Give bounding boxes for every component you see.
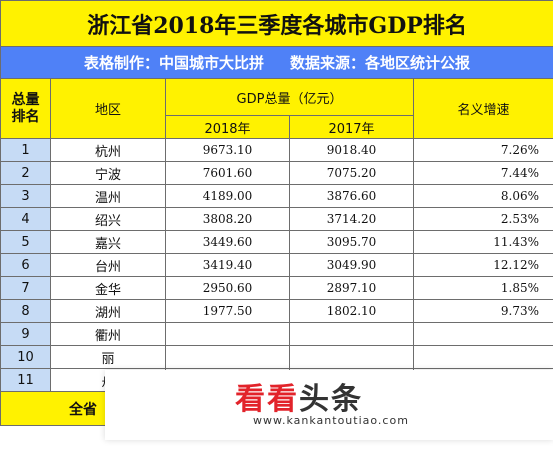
watermark-url: www.kankantoutiao.com xyxy=(253,414,409,427)
rank-cell: 7 xyxy=(0,276,51,300)
rank-cell: 6 xyxy=(0,253,51,277)
table-row: 2 宁波 7601.60 7075.20 7.44% xyxy=(0,161,553,185)
rank-cell: 2 xyxy=(0,161,51,185)
table-row: 8 湖州 1977.50 1802.10 9.73% xyxy=(0,299,553,323)
rank-header: 总量 排名 xyxy=(0,78,51,139)
table-subtitle: 表格制作：中国城市大比拼 数据来源：各地区统计公报 xyxy=(0,46,553,79)
rank-cell: 4 xyxy=(0,207,51,231)
rank-header-line2: 排名 xyxy=(11,108,40,125)
growth-cell: 7.44% xyxy=(412,161,553,185)
gdp-2017-cell xyxy=(289,345,414,369)
table-row: 9 衢州 xyxy=(0,322,553,346)
header-row-1: 总量 排名 地区 GDP总量（亿元） 名义增速 xyxy=(0,78,553,139)
rank-cell: 3 xyxy=(0,184,51,208)
gdp-2018-cell: 2950.60 xyxy=(165,276,290,300)
city-cell: 温州 xyxy=(50,184,166,208)
growth-cell: 11.43% xyxy=(412,230,553,254)
growth-cell: 2.53% xyxy=(412,207,553,231)
gdp-table: 浙江省2018年三季度各城市GDP排名 表格制作：中国城市大比拼 数据来源：各地区… xyxy=(0,0,553,426)
gdp-2018-cell: 4189.00 xyxy=(165,184,290,208)
table-maker: 表格制作：中国城市大比拼 xyxy=(83,54,264,72)
gdp-2017-cell: 3095.70 xyxy=(289,230,414,254)
city-cell: 丽 xyxy=(50,345,166,369)
growth-cell xyxy=(412,345,553,369)
city-cell: 金华 xyxy=(50,276,166,300)
city-cell: 宁波 xyxy=(50,161,166,185)
gdp-2017-cell: 7075.20 xyxy=(289,161,414,185)
growth-cell: 9.73% xyxy=(412,299,553,323)
rank-cell: 5 xyxy=(0,230,51,254)
table-row: 1 杭州 9673.10 9018.40 7.26% xyxy=(0,138,553,162)
city-cell: 杭州 xyxy=(50,138,166,162)
city-cell: 台州 xyxy=(50,253,166,277)
table-row: 7 金华 2950.60 2897.10 1.85% xyxy=(0,276,553,300)
gdp-2018-cell xyxy=(165,345,290,369)
rank-cell: 9 xyxy=(0,322,51,346)
city-cell: 湖州 xyxy=(50,299,166,323)
table-title: 浙江省2018年三季度各城市GDP排名 xyxy=(0,0,553,47)
table-row: 4 绍兴 3808.20 3714.20 2.53% xyxy=(0,207,553,231)
gdp-2017-cell: 3714.20 xyxy=(289,207,414,231)
title-row: 浙江省2018年三季度各城市GDP排名 xyxy=(0,0,553,47)
table-row: 10 丽 xyxy=(0,345,553,369)
rank-header-line1: 总量 xyxy=(11,91,40,108)
year-2018-header: 2018年 xyxy=(165,115,290,139)
table-row: 3 温州 4189.00 3876.60 8.06% xyxy=(0,184,553,208)
rank-cell: 8 xyxy=(0,299,51,323)
watermark-overlay: 看看头条 www.kankantoutiao.com xyxy=(105,370,553,440)
gdp-2017-cell: 2897.10 xyxy=(289,276,414,300)
gdp-2017-cell: 3876.60 xyxy=(289,184,414,208)
city-cell: 嘉兴 xyxy=(50,230,166,254)
gdp-2017-cell: 3049.90 xyxy=(289,253,414,277)
gdp-2018-cell: 3808.20 xyxy=(165,207,290,231)
gdp-2017-cell xyxy=(289,322,414,346)
rank-cell: 10 xyxy=(0,345,51,369)
gdp-header: GDP总量（亿元） xyxy=(165,78,414,116)
gdp-2018-cell: 7601.60 xyxy=(165,161,290,185)
growth-cell: 8.06% xyxy=(412,184,553,208)
gdp-2018-cell: 3419.40 xyxy=(165,253,290,277)
rank-cell: 11 xyxy=(0,368,51,392)
gdp-2018-cell xyxy=(165,322,290,346)
gdp-2018-cell: 1977.50 xyxy=(165,299,290,323)
gdp-2018-cell: 3449.60 xyxy=(165,230,290,254)
city-cell: 绍兴 xyxy=(50,207,166,231)
growth-cell: 1.85% xyxy=(412,276,553,300)
rank-cell: 1 xyxy=(0,138,51,162)
year-2017-header: 2017年 xyxy=(289,115,414,139)
subtitle-row: 表格制作：中国城市大比拼 数据来源：各地区统计公报 xyxy=(0,46,553,79)
data-source: 数据来源：各地区统计公报 xyxy=(290,54,471,72)
growth-cell: 12.12% xyxy=(412,253,553,277)
gdp-2018-cell: 9673.10 xyxy=(165,138,290,162)
table-row: 6 台州 3419.40 3049.90 12.12% xyxy=(0,253,553,277)
watermark-logo-red: 看看 xyxy=(235,382,299,417)
gdp-2017-cell: 1802.10 xyxy=(289,299,414,323)
growth-cell xyxy=(412,322,553,346)
city-cell: 衢州 xyxy=(50,322,166,346)
table-body: 1 杭州 9673.10 9018.40 7.26% 2 宁波 7601.60 7075.20 7… xyxy=(0,138,553,392)
region-header: 地区 xyxy=(50,78,166,139)
watermark-logo-dark: 头条 xyxy=(299,382,363,417)
growth-cell: 7.26% xyxy=(412,138,553,162)
growth-header: 名义增速 xyxy=(412,78,553,139)
table-row: 5 嘉兴 3449.60 3095.70 11.43% xyxy=(0,230,553,254)
gdp-2017-cell: 9018.40 xyxy=(289,138,414,162)
watermark-logo: 看看头条 xyxy=(235,374,363,418)
